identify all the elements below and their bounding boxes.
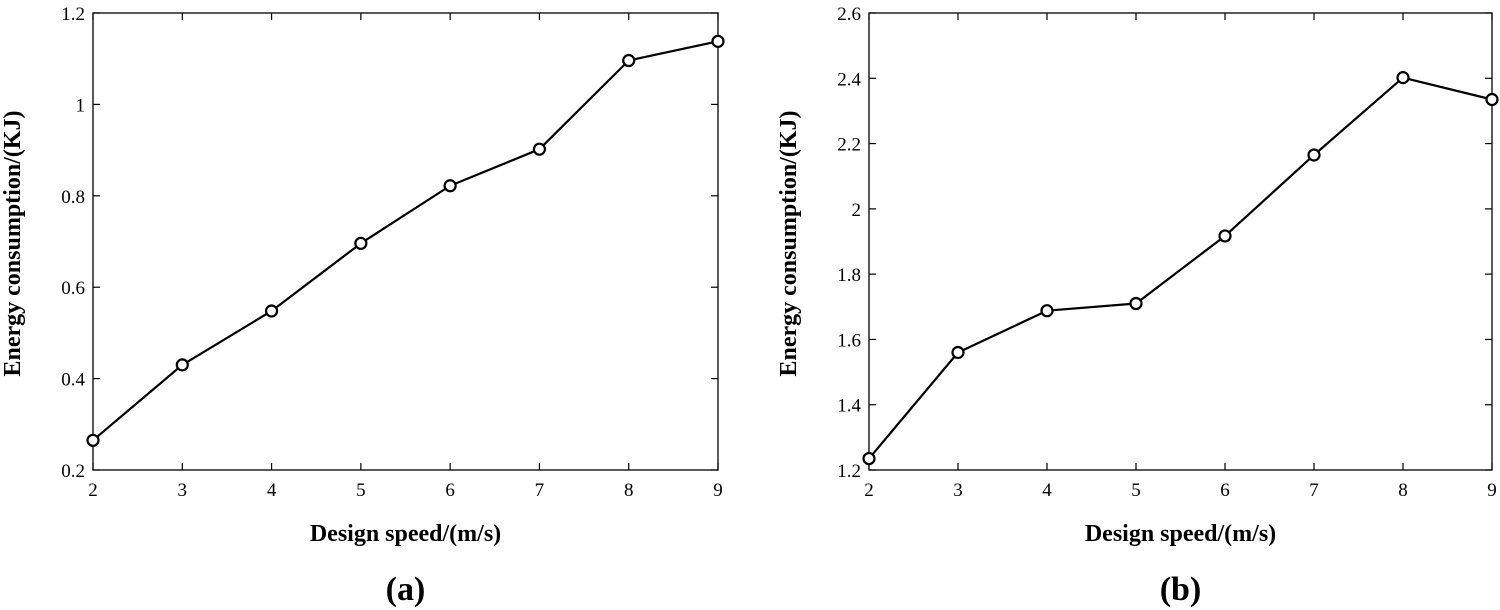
chart-0-xtick-label: 3 (178, 480, 188, 501)
chart-1-series-0-point (1485, 92, 1499, 107)
chart-1-x-axis-label: Design speed/(m/s) (1085, 521, 1276, 547)
chart-1-ytick-label: 1.8 (837, 265, 861, 286)
chart-1-ytick-label: 1.2 (837, 461, 861, 482)
chart-0-series-0-point (532, 142, 547, 156)
chart-1-series-0-point (951, 345, 965, 360)
chart-1-series-0-point (1129, 296, 1143, 311)
chart-1-series-0-point (1040, 304, 1054, 318)
chart-0-ytick-label: 0.2 (61, 461, 85, 482)
chart-1-ytick-label: 2 (852, 200, 862, 221)
chart-0-xtick-label: 9 (713, 480, 723, 501)
chart-1-xtick-label: 6 (1220, 480, 1230, 501)
chart-0-x-axis-label: Design speed/(m/s) (310, 521, 501, 547)
chart-0-ytick-label: 0.6 (61, 278, 85, 299)
chart-0-xtick-label: 7 (535, 480, 545, 501)
chart-1-xtick-label: 4 (1042, 480, 1052, 501)
chart-1-xtick-label: 5 (1131, 480, 1141, 501)
chart-1-panel: 2 3 4 5 6 7 8 9 1.2 1.4 1.6 1.8 2 2.2 2.4 2.6 Design spe… (776, 4, 1499, 608)
chart-1-series-0-line (868, 76, 1493, 460)
chart-1-plot-frame (868, 12, 1493, 471)
chart-1-panel-label: (b) (1160, 571, 1202, 608)
chart-0-xtick-label: 5 (356, 480, 366, 501)
chart-0-ytick-label: 1.2 (61, 4, 85, 25)
chart-1-series-0-point (1396, 71, 1410, 85)
chart-0-series-0-point (443, 179, 457, 193)
chart-1-xtick-label: 7 (1309, 480, 1319, 501)
chart-0-ytick-label: 0.8 (61, 187, 85, 208)
chart-1-ytick-label: 2.6 (837, 4, 861, 25)
chart-0-series-0-point (354, 236, 368, 250)
chart-0-series-0-point (264, 304, 279, 318)
chart-0-xtick-label: 8 (624, 480, 634, 501)
chart-0-panel-label: (a) (386, 571, 426, 608)
chart-0-xtick-label: 6 (445, 480, 455, 501)
chart-1-ytick-label: 1.6 (837, 330, 861, 351)
chart-0-xtick-label: 4 (267, 480, 277, 501)
chart-1-ytick-label: 2.2 (837, 135, 861, 156)
chart-0-y-axis-label: Energy consumption/(KJ) (0, 110, 26, 376)
chart-0-series-0-point (711, 34, 725, 48)
chart-0-xtick-label: 2 (88, 480, 98, 501)
chart-1-xtick-label: 3 (953, 480, 963, 501)
chart-1-xtick-label: 9 (1487, 480, 1497, 501)
chart-0-series-0-line (92, 40, 719, 442)
chart-1-series-0-point (1307, 148, 1321, 162)
chart-0-series-0-point (175, 358, 189, 372)
chart-1-xtick-label: 8 (1398, 480, 1408, 501)
chart-0-series-0-point (622, 53, 636, 68)
chart-1-series-0-point (1218, 229, 1232, 243)
chart-1-ytick-label: 1.4 (837, 396, 861, 417)
chart-0-ytick-label: 0.4 (61, 370, 85, 391)
chart-0-series-0-point (86, 433, 100, 447)
chart-0-ytick-label: 1 (76, 95, 86, 116)
chart-1-y-axis-label: Energy consumption/(KJ) (776, 110, 802, 376)
chart-0-plot-frame (92, 12, 719, 471)
chart-1-ytick-label: 2.4 (837, 69, 861, 90)
chart-1-series-0-point (862, 451, 876, 466)
chart-0-panel: 2 3 4 5 6 7 8 9 0.2 0.4 0.6 0.8 1 1.2 Design speed/(m/… (0, 4, 725, 608)
chart-1-xtick-label: 2 (864, 480, 874, 501)
